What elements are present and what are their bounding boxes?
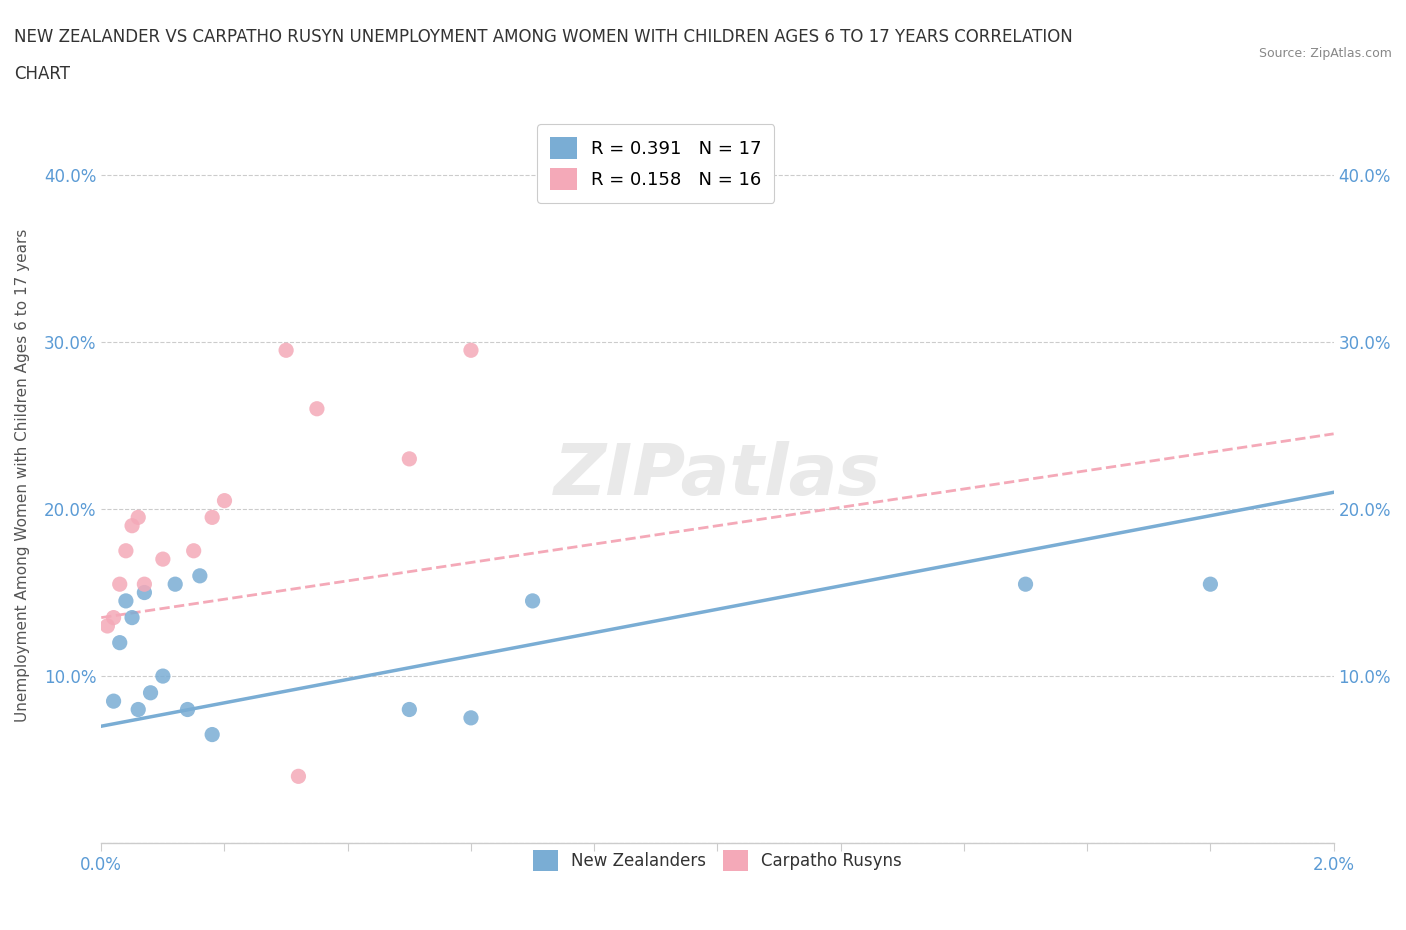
Point — [121, 610, 143, 625]
Point — [115, 593, 138, 608]
Point — [134, 577, 156, 591]
Point — [183, 543, 205, 558]
Point — [127, 702, 149, 717]
Point — [287, 769, 309, 784]
Point — [152, 669, 174, 684]
Legend: New Zealanders, Carpatho Rusyns: New Zealanders, Carpatho Rusyns — [524, 842, 910, 879]
Text: CHART: CHART — [14, 65, 70, 83]
Point — [188, 568, 211, 583]
Text: NEW ZEALANDER VS CARPATHO RUSYN UNEMPLOYMENT AMONG WOMEN WITH CHILDREN AGES 6 TO: NEW ZEALANDER VS CARPATHO RUSYN UNEMPLOY… — [14, 28, 1073, 46]
Point — [460, 711, 482, 725]
Text: ZIPatlas: ZIPatlas — [554, 441, 882, 510]
Point — [139, 685, 162, 700]
Point — [214, 493, 236, 508]
Point — [96, 618, 118, 633]
Point — [165, 577, 187, 591]
Point — [108, 577, 131, 591]
Text: Source: ZipAtlas.com: Source: ZipAtlas.com — [1258, 46, 1392, 60]
Point — [103, 610, 125, 625]
Point — [108, 635, 131, 650]
Point — [176, 702, 198, 717]
Point — [274, 343, 297, 358]
Point — [398, 451, 420, 466]
Point — [134, 585, 156, 600]
Point — [460, 343, 482, 358]
Point — [398, 702, 420, 717]
Point — [522, 593, 544, 608]
Point — [1199, 577, 1222, 591]
Point — [127, 510, 149, 525]
Point — [152, 551, 174, 566]
Point — [121, 518, 143, 533]
Point — [1014, 577, 1036, 591]
Y-axis label: Unemployment Among Women with Children Ages 6 to 17 years: Unemployment Among Women with Children A… — [15, 229, 30, 723]
Point — [305, 402, 328, 417]
Point — [201, 727, 224, 742]
Point — [103, 694, 125, 709]
Point — [115, 543, 138, 558]
Point — [201, 510, 224, 525]
